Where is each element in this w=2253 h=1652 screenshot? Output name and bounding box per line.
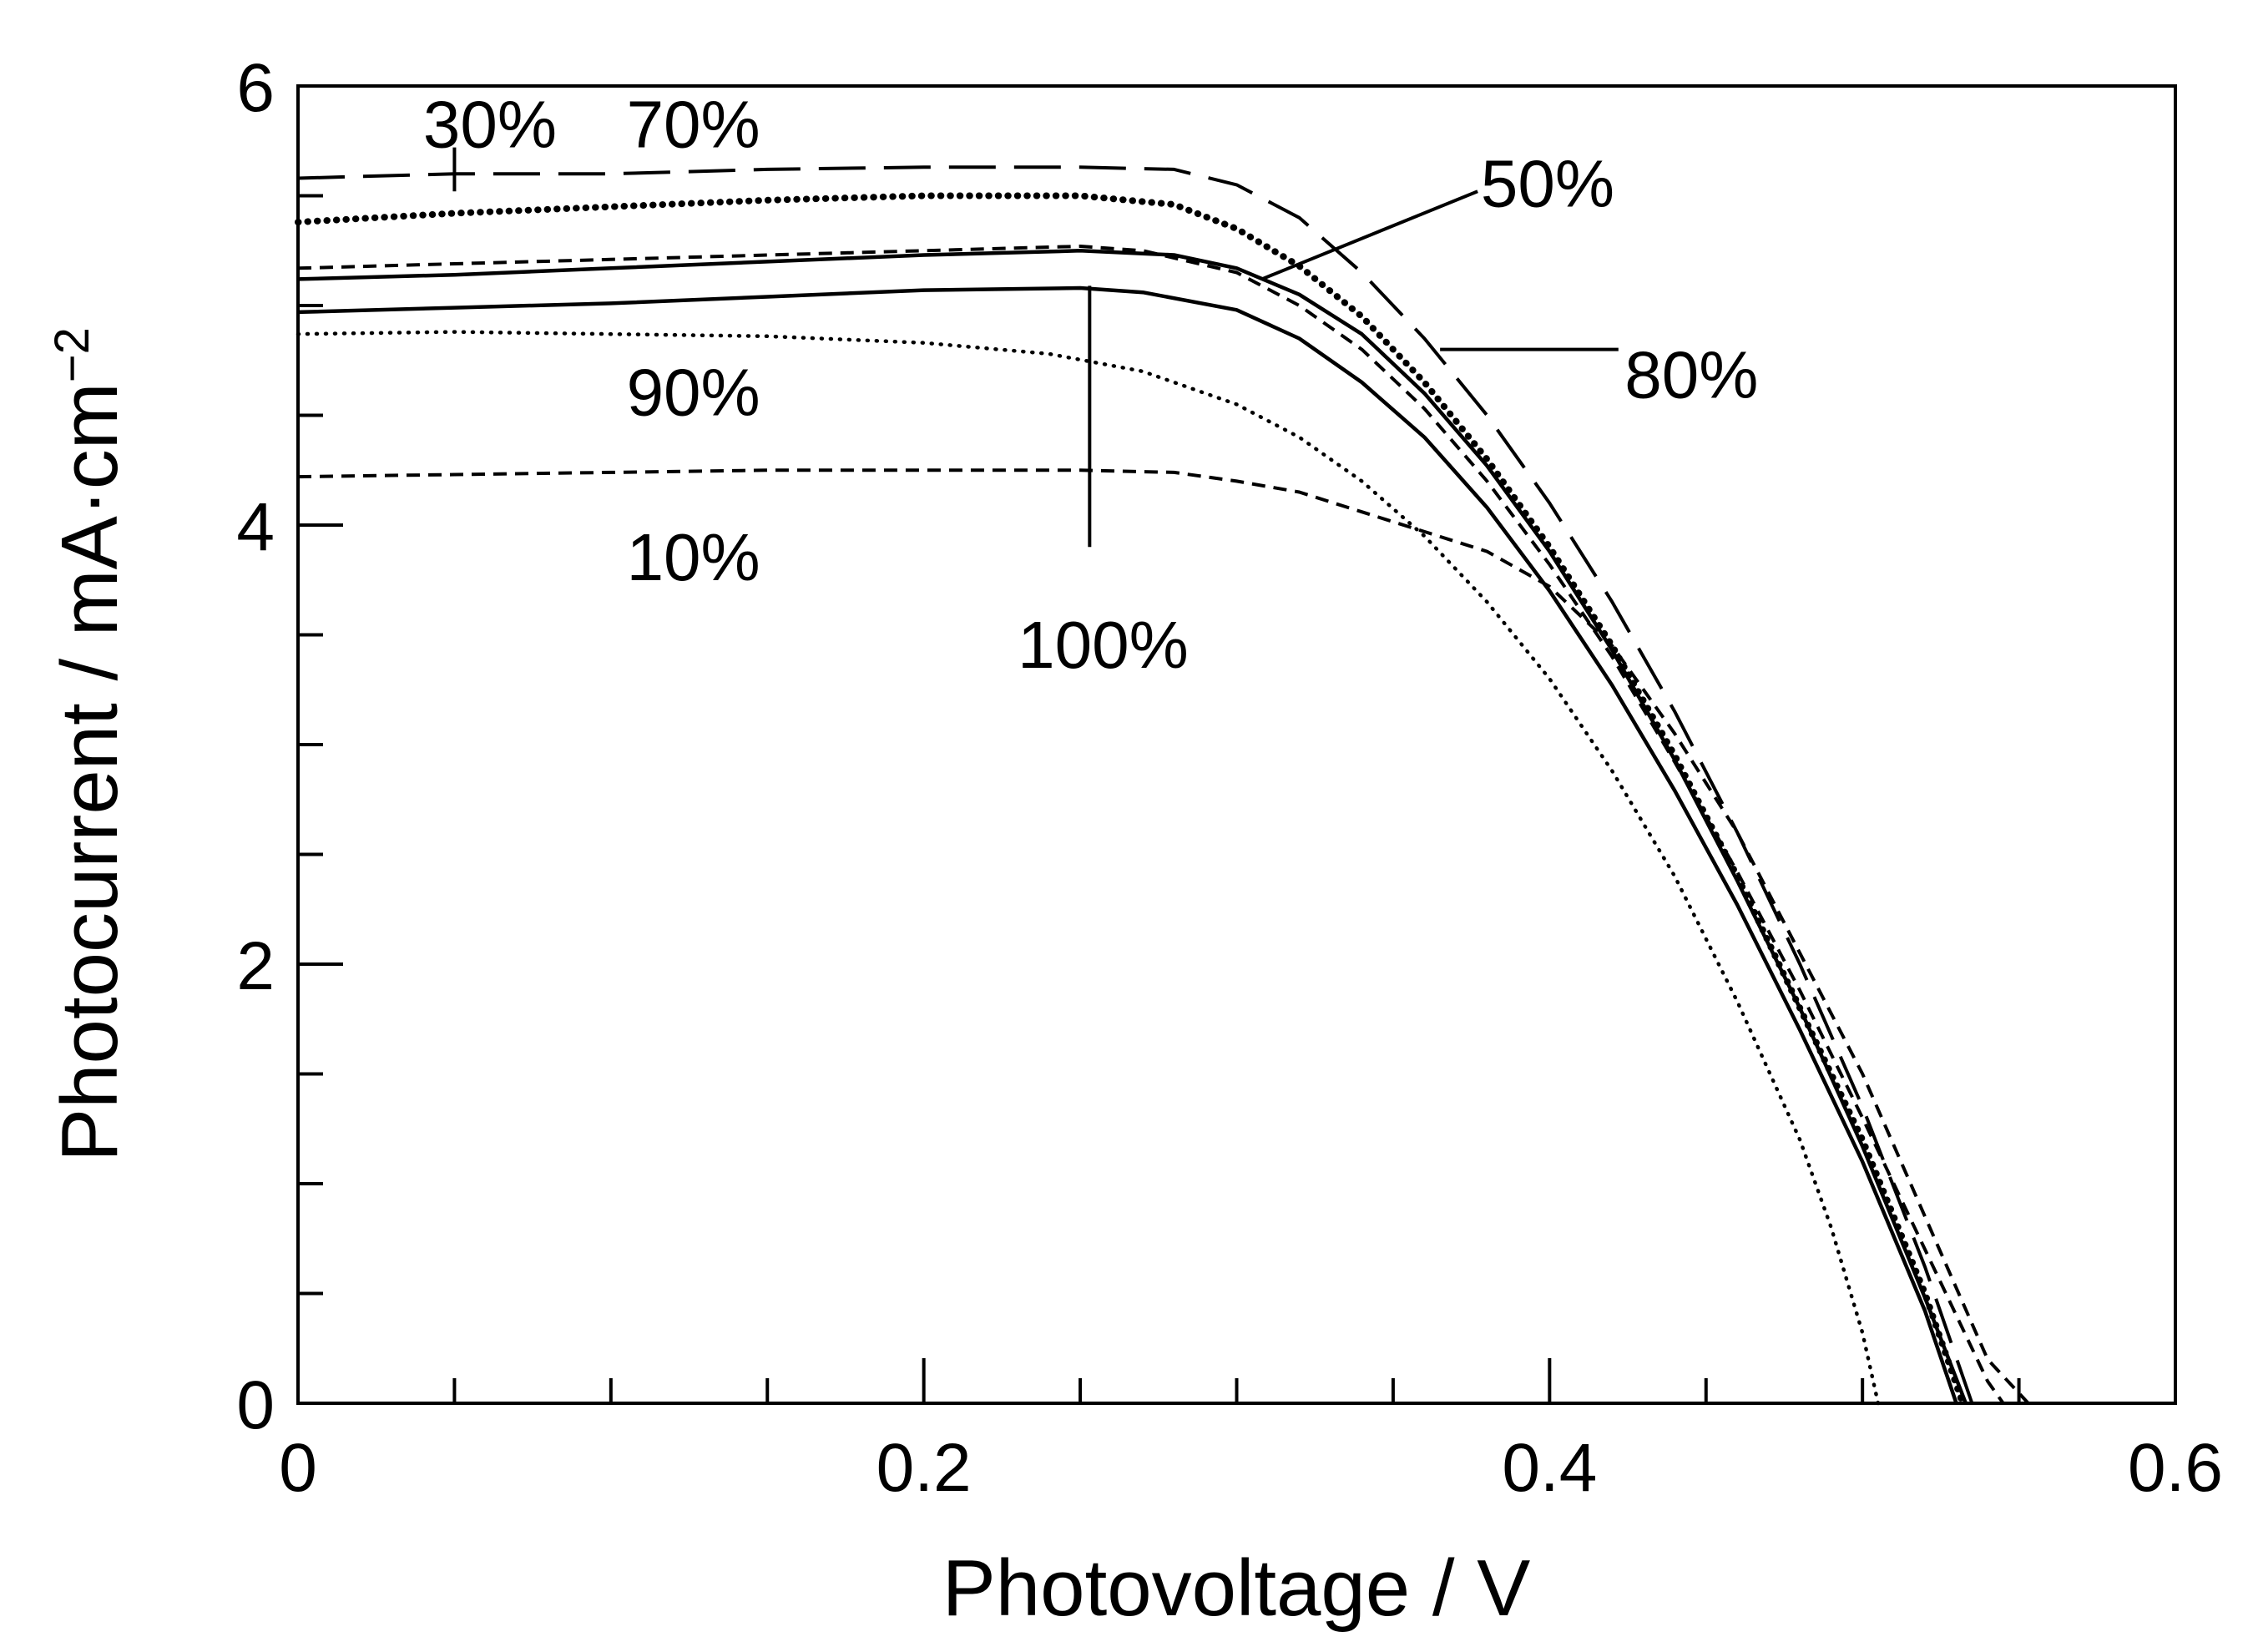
label-leader-lines [452, 147, 1619, 548]
y-tick-label: 0 [236, 1367, 275, 1443]
y-axis-title-main: Photocurrent / mA·cm [45, 382, 134, 1162]
curve-label-30pct: 30% [423, 88, 557, 162]
curve-label-10pct: 10% [627, 520, 760, 594]
series-line-50pct [297, 249, 1968, 1404]
series-line-100pct [297, 285, 1958, 1404]
x-tick-label: 0.6 [2128, 1430, 2223, 1506]
y-tick-label: 4 [236, 489, 275, 565]
x-tick-label: 0.2 [876, 1430, 972, 1506]
curve-label-90pct: 90% [627, 356, 760, 430]
curve-label-70pct: 70% [627, 88, 760, 162]
series-line-70pct [295, 192, 1967, 1407]
y-axis-title: Photocurrent / mA·cm−2 [45, 327, 134, 1162]
curve-label-80pct: 80% [1624, 337, 1758, 412]
series-line-10pct [297, 468, 2030, 1405]
leader-line-50pct [1260, 189, 1478, 281]
series-line-90pct [296, 330, 1881, 1406]
curve-label-100pct: 100% [1018, 608, 1189, 682]
series-lines [295, 165, 2030, 1407]
curve-labels: 30% 70% 50% 80% 90% 10% 100% [423, 88, 1758, 682]
y-axis-ticks [298, 84, 343, 1405]
y-axis-title-exponent: −2 [45, 327, 99, 382]
x-tick-label: 0.4 [1502, 1430, 1597, 1506]
x-axis-title: Photovoltage / V [942, 1543, 1530, 1633]
series-line-80pct [297, 245, 2005, 1405]
y-tick-label: 6 [236, 50, 275, 126]
series-line-30pct [297, 165, 1974, 1404]
x-axis-ticks [296, 1358, 2177, 1403]
x-tick-label: 0 [279, 1430, 317, 1506]
curve-label-50pct: 50% [1481, 147, 1614, 221]
y-tick-label: 2 [236, 928, 275, 1004]
y-axis-tick-labels: 0 2 4 6 [236, 50, 275, 1443]
x-axis-tick-labels: 0 0.2 0.4 0.6 [279, 1430, 2223, 1506]
